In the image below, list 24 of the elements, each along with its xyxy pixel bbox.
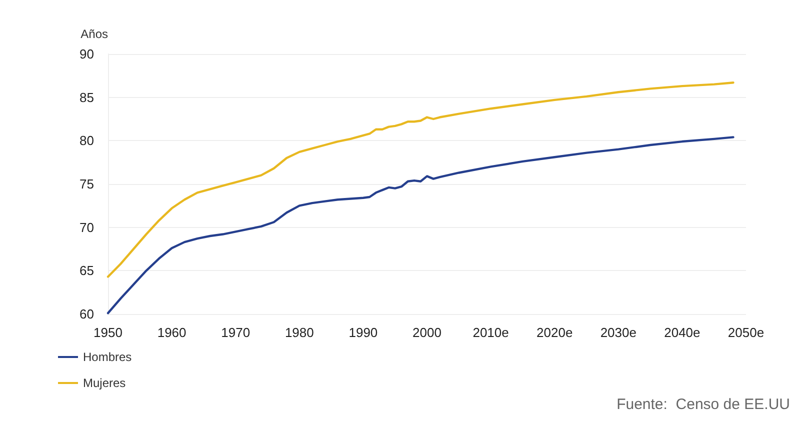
y-tick-label: 60 <box>80 306 94 322</box>
y-tick-label: 80 <box>80 133 94 148</box>
x-tick-label: 2010e <box>472 325 509 340</box>
line-series <box>106 82 734 278</box>
x-tick-label: 2000 <box>412 325 442 340</box>
x-tick-label: 2020e <box>536 325 573 340</box>
y-tick-label: 75 <box>80 176 94 192</box>
legend-label: Mujeres <box>83 376 126 390</box>
x-tick-label: 1980 <box>284 325 314 340</box>
x-tick-label: 2030e <box>600 325 636 340</box>
legend-label: Hombres <box>83 350 132 364</box>
x-tick-label: 1960 <box>157 325 186 340</box>
line-series <box>106 136 734 314</box>
y-tick-label: 65 <box>80 263 94 278</box>
x-tick-label: 1970 <box>221 325 250 340</box>
y-tick-label: 70 <box>80 220 94 235</box>
source-note: Fuente: Censo de EE.UU <box>616 396 790 413</box>
x-tick-label: 2050e <box>728 325 764 340</box>
y-axis-title: Años <box>80 27 108 41</box>
y-tick-label: 90 <box>80 46 94 62</box>
y-tick-label: 85 <box>80 90 94 105</box>
x-tick-label: 1950 <box>94 325 122 340</box>
x-tick-label: 2040e <box>664 325 700 340</box>
x-tick-label: 1990 <box>348 325 378 340</box>
